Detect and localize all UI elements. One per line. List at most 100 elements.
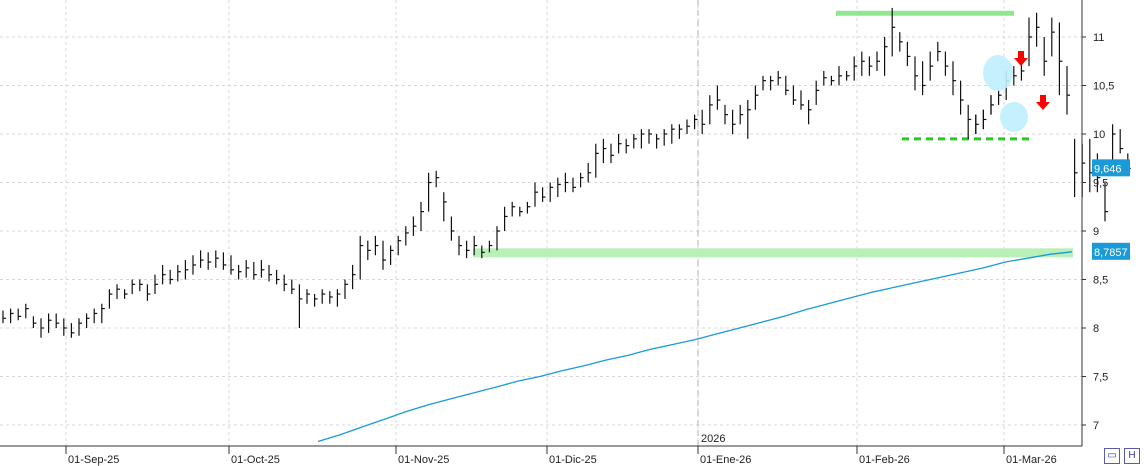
price-bar <box>306 289 310 304</box>
price-bar <box>914 56 918 91</box>
price-bar <box>336 289 341 307</box>
price-bar <box>32 316 37 328</box>
price-tag-text: 9,646 <box>1094 163 1122 175</box>
price-tag-background <box>1092 159 1130 177</box>
moving-average-layer <box>317 251 1073 443</box>
price-bar <box>716 85 721 110</box>
price-bar <box>655 134 660 149</box>
price-bar <box>222 252 227 270</box>
price-bar <box>504 206 508 231</box>
price-bar <box>785 75 789 96</box>
price-bar <box>359 235 364 280</box>
price-bar <box>587 163 592 183</box>
price-bar <box>2 310 6 324</box>
price-bar <box>321 289 326 304</box>
price-bar <box>131 279 136 295</box>
support-zone-band <box>473 248 1073 258</box>
price-bar <box>830 75 835 86</box>
price-bar <box>184 260 189 280</box>
price-bar <box>314 294 318 307</box>
price-bar <box>633 134 637 149</box>
price-bar <box>435 170 440 188</box>
price-bar <box>807 100 812 125</box>
price-bar <box>815 80 820 105</box>
y-tick-label: 10 <box>1093 129 1105 141</box>
price-bar <box>215 250 219 268</box>
price-bar <box>382 240 386 270</box>
price-bar <box>443 192 447 222</box>
price-bar <box>230 255 234 275</box>
red-arrow-icon <box>1014 51 1028 66</box>
y-tick-label: 10,5 <box>1093 81 1114 93</box>
last-price-tag: 9,646 <box>1092 159 1130 177</box>
price-bar <box>724 104 728 125</box>
price-bar <box>944 51 949 76</box>
price-bar <box>1051 17 1055 57</box>
price-bar <box>55 313 60 328</box>
price-bar <box>549 182 554 202</box>
price-bar <box>496 226 500 251</box>
chart-settings-icon[interactable]: ▭ <box>1104 448 1120 464</box>
price-bar <box>207 252 212 270</box>
price-bar <box>534 182 538 207</box>
annotation-marks <box>975 51 1050 134</box>
highlight-circle <box>1000 102 1028 132</box>
price-bar <box>412 216 417 236</box>
price-bar <box>1066 66 1070 115</box>
price-bar <box>93 308 98 324</box>
price-bar <box>823 70 827 86</box>
price-bar <box>967 104 972 139</box>
y-tick-label: 7,5 <box>1093 372 1108 384</box>
price-bar <box>253 262 257 280</box>
price-bar <box>146 284 151 301</box>
price-bar <box>876 51 880 71</box>
price-bar <box>162 264 166 285</box>
save-icon[interactable]: H <box>1124 448 1140 464</box>
y-tick-label: 8,5 <box>1093 275 1108 287</box>
resistance-line <box>836 10 1014 16</box>
chart-grid <box>0 0 1082 446</box>
price-bar <box>686 119 690 134</box>
price-bar <box>420 201 424 231</box>
price-bar <box>731 109 736 134</box>
price-bar <box>952 61 956 96</box>
price-bar <box>1028 17 1032 67</box>
price-bar <box>541 187 546 202</box>
price-bar <box>268 264 272 282</box>
x-tick-label: 01-Mar-26 <box>1006 454 1057 466</box>
price-bar <box>663 129 668 146</box>
price-bar <box>762 75 766 91</box>
price-bar <box>792 85 797 105</box>
price-bar <box>997 90 1002 105</box>
x-tick-label: 01-Oct-25 <box>231 454 280 466</box>
price-bar <box>709 95 713 125</box>
price-bar <box>572 177 576 193</box>
y-tick-label: 9 <box>1093 226 1099 238</box>
price-bar <box>754 85 759 110</box>
price-bar <box>85 313 90 328</box>
price-bar <box>78 318 82 336</box>
price-bar <box>579 172 584 188</box>
price-bar <box>1119 129 1124 154</box>
price-bar <box>169 269 174 285</box>
price-bar <box>473 235 478 256</box>
red-arrow-icon <box>1036 95 1050 110</box>
x-tick-label: 01-Nov-25 <box>398 454 449 466</box>
y-tick-label: 11 <box>1093 32 1104 44</box>
price-bars <box>2 7 1131 338</box>
price-bar <box>200 250 204 268</box>
x-tick-label: 01-Dic-25 <box>549 454 597 466</box>
price-bar <box>1013 66 1017 86</box>
price-bar <box>511 201 516 217</box>
price-bar <box>1104 182 1108 222</box>
price-bar <box>397 235 402 256</box>
price-bar <box>617 134 622 154</box>
price-bar <box>450 216 455 241</box>
x-tick-label: 01-Ene-26 <box>700 454 751 466</box>
price-bar <box>108 289 113 309</box>
price-bar <box>405 226 409 246</box>
price-bar <box>929 51 934 81</box>
highlight-circle <box>983 55 1013 91</box>
price-bar <box>861 51 865 76</box>
